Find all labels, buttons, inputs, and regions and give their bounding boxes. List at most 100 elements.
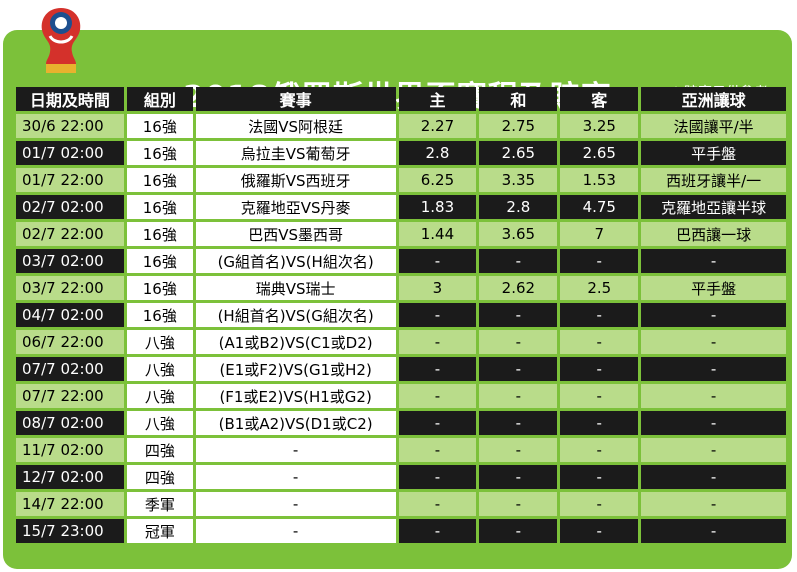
handicap-cell: 克羅地亞讓半球 [641, 195, 786, 219]
table-row: 01/7 02:00 16強 烏拉圭VS葡萄牙 2.8 2.65 2.65 平手盤 [16, 141, 786, 165]
table-row: 12/7 02:00 四強 - - - - - [16, 465, 786, 489]
match-cell: (H組首名)VS(G組次名) [195, 303, 396, 327]
home-odds-cell: 6.25 [398, 168, 477, 192]
match-cell: - [195, 519, 396, 543]
away-odds-cell: - [560, 492, 639, 516]
handicap-cell: - [641, 519, 786, 543]
away-odds-cell: - [560, 330, 639, 354]
home-odds-cell: 2.8 [398, 141, 477, 165]
home-odds-cell: 2.27 [398, 114, 477, 138]
date-cell: 07/7 22:00 [16, 384, 124, 408]
handicap-cell: - [641, 357, 786, 381]
draw-odds-cell: 2.65 [479, 141, 558, 165]
table-row: 03/7 02:00 16強 (G組首名)VS(H組次名) - - - - [16, 249, 786, 273]
handicap-cell: - [641, 438, 786, 462]
draw-odds-cell: - [479, 411, 558, 435]
match-cell: (E1或F2)VS(G1或H2) [195, 357, 396, 381]
away-odds-cell: 3.25 [560, 114, 639, 138]
away-odds-cell: - [560, 519, 639, 543]
home-odds-cell: - [398, 249, 477, 273]
date-cell: 07/7 02:00 [16, 357, 124, 381]
date-cell: 11/7 02:00 [16, 438, 124, 462]
home-odds-cell: - [398, 411, 477, 435]
draw-odds-cell: - [479, 249, 558, 273]
match-cell: - [195, 465, 396, 489]
away-odds-cell: 7 [560, 222, 639, 246]
header-draw: 和 [479, 87, 558, 111]
date-cell: 12/7 02:00 [16, 465, 124, 489]
handicap-cell: - [641, 330, 786, 354]
draw-odds-cell: 2.62 [479, 276, 558, 300]
table-row: 02/7 22:00 16強 巴西VS墨西哥 1.44 3.65 7 巴西讓一球 [16, 222, 786, 246]
stage-cell: 16強 [126, 141, 193, 165]
table-row: 01/7 22:00 16強 俄羅斯VS西班牙 6.25 3.35 1.53 西班牙讓半/一 [16, 168, 786, 192]
handicap-cell: 平手盤 [641, 276, 786, 300]
away-odds-cell: 4.75 [560, 195, 639, 219]
home-odds-cell: - [398, 465, 477, 489]
away-odds-cell: - [560, 384, 639, 408]
draw-odds-cell: - [479, 330, 558, 354]
draw-odds-cell: 3.35 [479, 168, 558, 192]
home-odds-cell: 3 [398, 276, 477, 300]
home-odds-cell: - [398, 492, 477, 516]
table-row: 06/7 22:00 八強 (A1或B2)VS(C1或D2) - - - - [16, 330, 786, 354]
stage-cell: 八強 [126, 357, 193, 381]
draw-odds-cell: - [479, 492, 558, 516]
table-row: 08/7 02:00 八強 (B1或A2)VS(D1或C2) - - - - [16, 411, 786, 435]
date-cell: 01/7 02:00 [16, 141, 124, 165]
match-cell: 克羅地亞VS丹麥 [195, 195, 396, 219]
header-row: 日期及時間 組別 賽事 主 和 客 亞洲讓球 [16, 87, 786, 111]
draw-odds-cell: 3.65 [479, 222, 558, 246]
match-cell: (G組首名)VS(H組次名) [195, 249, 396, 273]
date-cell: 06/7 22:00 [16, 330, 124, 354]
away-odds-cell: 2.65 [560, 141, 639, 165]
handicap-cell: 平手盤 [641, 141, 786, 165]
stage-cell: 季軍 [126, 492, 193, 516]
match-cell: 烏拉圭VS葡萄牙 [195, 141, 396, 165]
home-odds-cell: 1.83 [398, 195, 477, 219]
header-match: 賽事 [195, 87, 396, 111]
away-odds-cell: - [560, 357, 639, 381]
match-cell: (A1或B2)VS(C1或D2) [195, 330, 396, 354]
handicap-cell: - [641, 492, 786, 516]
match-cell: - [195, 438, 396, 462]
table-row: 04/7 02:00 16強 (H組首名)VS(G組次名) - - - - [16, 303, 786, 327]
home-odds-cell: - [398, 519, 477, 543]
away-odds-cell: - [560, 438, 639, 462]
schedule-table: 日期及時間 組別 賽事 主 和 客 亞洲讓球 30/6 22:00 16強 法國VS… [13, 84, 789, 546]
stage-cell: 四強 [126, 465, 193, 489]
handicap-cell: - [641, 249, 786, 273]
world-cup-trophy-icon [41, 8, 81, 73]
draw-odds-cell: - [479, 519, 558, 543]
stage-cell: 16強 [126, 168, 193, 192]
table-row: 30/6 22:00 16強 法國VS阿根廷 2.27 2.75 3.25 法國讓平/半 [16, 114, 786, 138]
date-cell: 03/7 22:00 [16, 276, 124, 300]
header-handicap: 亞洲讓球 [641, 87, 786, 111]
stage-cell: 16強 [126, 249, 193, 273]
date-cell: 08/7 02:00 [16, 411, 124, 435]
home-odds-cell: 1.44 [398, 222, 477, 246]
away-odds-cell: 2.5 [560, 276, 639, 300]
stage-cell: 16強 [126, 222, 193, 246]
draw-odds-cell: 2.8 [479, 195, 558, 219]
stage-cell: 16強 [126, 303, 193, 327]
date-cell: 14/7 22:00 [16, 492, 124, 516]
handicap-cell: - [641, 465, 786, 489]
stage-cell: 16強 [126, 195, 193, 219]
date-cell: 30/6 22:00 [16, 114, 124, 138]
stage-cell: 四強 [126, 438, 193, 462]
handicap-cell: 巴西讓一球 [641, 222, 786, 246]
home-odds-cell: - [398, 357, 477, 381]
match-cell: 巴西VS墨西哥 [195, 222, 396, 246]
handicap-cell: - [641, 411, 786, 435]
draw-odds-cell: - [479, 384, 558, 408]
stage-cell: 16強 [126, 114, 193, 138]
table-row: 07/7 02:00 八強 (E1或F2)VS(G1或H2) - - - - [16, 357, 786, 381]
table-row: 02/7 02:00 16強 克羅地亞VS丹麥 1.83 2.8 4.75 克羅地亞讓半球 [16, 195, 786, 219]
handicap-cell: - [641, 384, 786, 408]
match-cell: (F1或E2)VS(H1或G2) [195, 384, 396, 408]
table-row: 15/7 23:00 冠軍 - - - - - [16, 519, 786, 543]
date-cell: 04/7 02:00 [16, 303, 124, 327]
draw-odds-cell: - [479, 303, 558, 327]
away-odds-cell: - [560, 303, 639, 327]
